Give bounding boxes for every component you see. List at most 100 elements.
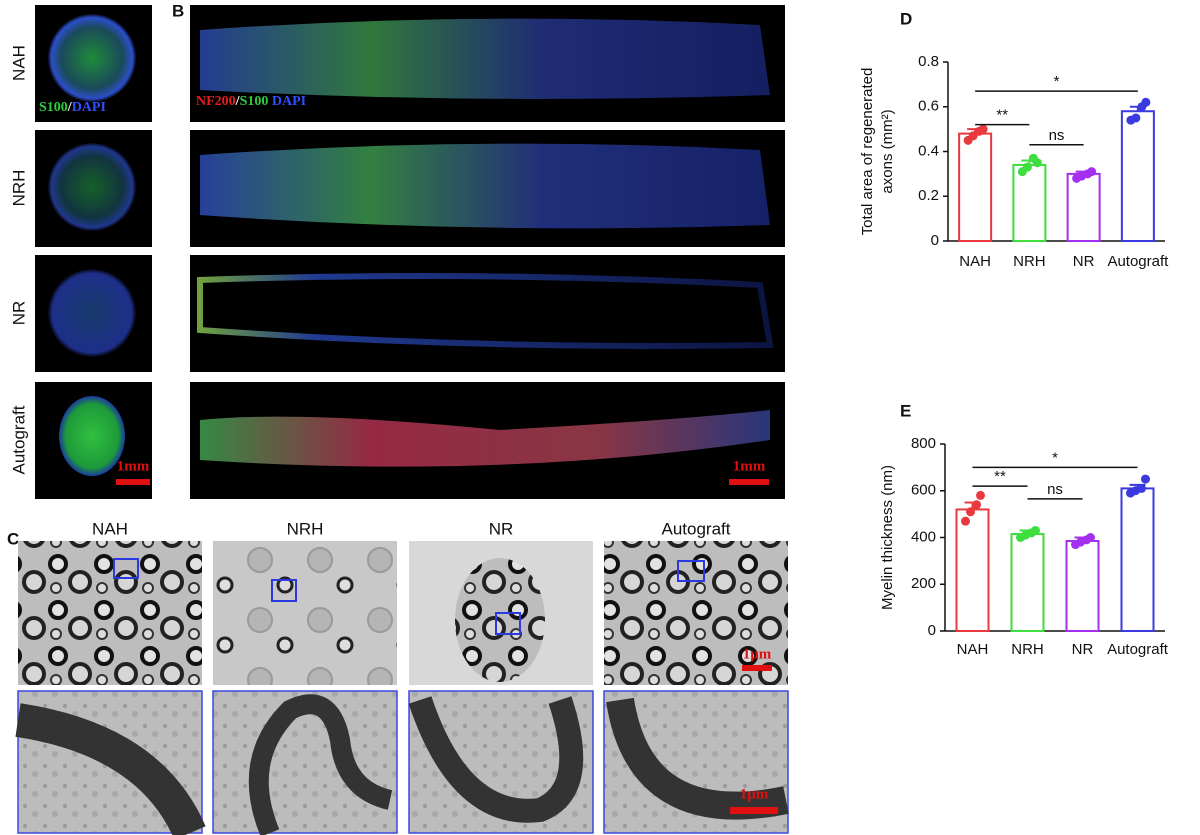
significance-label: ** (994, 468, 1006, 485)
y-axis-label: axons (mm²) (879, 109, 896, 193)
column-label: NRH (287, 519, 324, 538)
data-point (966, 507, 975, 517)
image-detail (48, 143, 136, 231)
image-detail (48, 14, 136, 102)
x-tick-label: NR (1072, 641, 1094, 658)
data-point (1137, 483, 1146, 493)
panel-b-images (190, 5, 785, 499)
inset-box (271, 579, 297, 602)
x-tick-label: Autograft (1107, 253, 1169, 270)
image (213, 541, 397, 685)
data-point (1086, 533, 1095, 542)
inset-box (113, 558, 139, 579)
y-axis-label: Total area of regenerated (859, 68, 876, 236)
scale-bar (116, 479, 150, 485)
y-tick-label: 0.8 (918, 53, 939, 70)
panel-label: B (172, 1, 184, 20)
y-tick-label: 600 (911, 482, 936, 499)
x-tick-label: NRH (1013, 253, 1046, 270)
image-detail (15, 703, 206, 835)
stain: S100 (39, 100, 68, 115)
inset-box (495, 612, 521, 635)
image (18, 541, 202, 685)
data-point (976, 490, 985, 500)
y-tick-label: 0.4 (918, 142, 939, 159)
stain-legend: S100/DAPI (39, 100, 106, 115)
bar (1065, 540, 1100, 632)
bar (1120, 110, 1155, 242)
image (604, 541, 788, 685)
image-detail (408, 696, 584, 823)
column-label: Autograft (662, 519, 731, 538)
y-tick-label: 200 (911, 575, 936, 592)
stain: DAPI (268, 94, 306, 109)
y-axis-label: Myelin thickness (nm) (879, 465, 896, 610)
inset-box (677, 560, 705, 582)
panel-c-images (15, 541, 789, 835)
row-label: Autograft (9, 405, 28, 474)
image-detail (197, 273, 774, 349)
significance-label: ns (1047, 481, 1063, 498)
scale-bar (742, 665, 772, 671)
x-tick-label: NR (1073, 253, 1095, 270)
significance-label: ns (1049, 127, 1065, 144)
column-label: NR (489, 519, 514, 538)
scale-label: 1mm (117, 458, 150, 474)
image-detail (455, 558, 545, 682)
data-point (1087, 167, 1097, 177)
column-label: NAH (92, 519, 128, 538)
scale-label: 1mm (733, 458, 766, 474)
image-detail (200, 18, 770, 100)
data-point (972, 500, 981, 510)
scale-label: 1μm (743, 646, 772, 662)
x-tick-label: Autograft (1107, 641, 1169, 658)
bar (958, 132, 993, 243)
bar (1120, 487, 1155, 632)
y-tick-label: 800 (911, 435, 936, 452)
scale-bar (729, 479, 769, 485)
image-detail (606, 697, 789, 820)
data-point (1141, 97, 1151, 107)
image-detail (200, 410, 770, 467)
significance-label: * (1052, 449, 1058, 466)
row-label: NRH (9, 170, 28, 207)
x-tick-label: NRH (1011, 641, 1044, 658)
image-detail (48, 269, 136, 357)
stain: / (235, 94, 241, 109)
stain: NF200 (196, 94, 236, 109)
y-tick-label: 0 (928, 622, 936, 639)
panel-a-images (35, 5, 152, 499)
bar (955, 508, 990, 633)
y-tick-label: 0.2 (918, 187, 939, 204)
bar (1066, 172, 1101, 242)
scale-label: 1μm (740, 786, 769, 802)
panel-label: E (900, 401, 911, 420)
x-tick-label: NAH (959, 253, 991, 270)
bar (1010, 532, 1045, 633)
significance-label: ** (996, 107, 1008, 124)
y-tick-label: 0.6 (918, 98, 939, 115)
y-tick-label: 400 (911, 528, 936, 545)
data-point (1032, 158, 1042, 168)
data-point (961, 516, 970, 526)
stain: DAPI (72, 100, 106, 115)
stain-legend: NF200/S100 DAPI (196, 94, 306, 109)
image-detail (59, 396, 125, 476)
row-label: NAH (9, 45, 28, 81)
data-point (1022, 162, 1032, 172)
image-detail (248, 694, 393, 835)
data-point (1131, 113, 1141, 123)
scale-bar (730, 807, 778, 814)
bar (1012, 163, 1047, 242)
data-point (1031, 525, 1040, 535)
panel-label: D (900, 9, 912, 28)
x-tick-label: NAH (957, 641, 989, 658)
row-label: NR (9, 301, 28, 326)
image-detail (200, 143, 770, 229)
image (190, 255, 785, 372)
stain: / (67, 100, 73, 115)
data-point (1141, 474, 1150, 484)
panel-label: C (7, 529, 19, 548)
data-point (978, 124, 988, 134)
